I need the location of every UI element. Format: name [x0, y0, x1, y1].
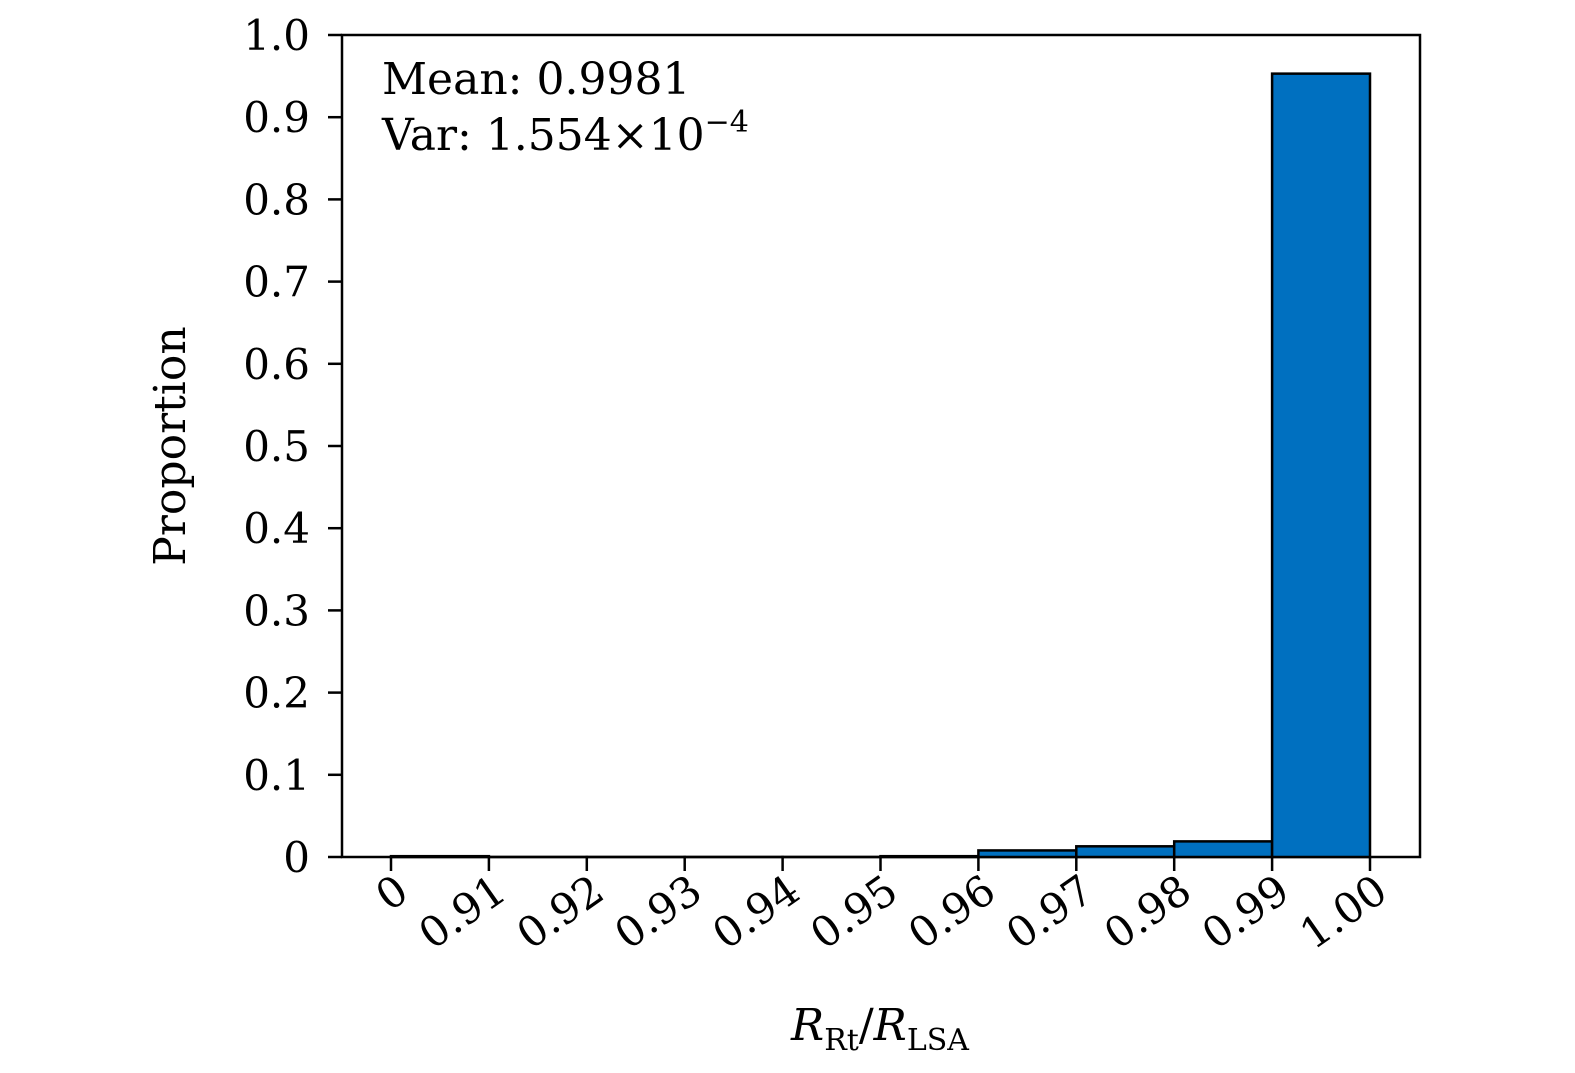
x-axis-title-sub1: Rt — [824, 1023, 859, 1058]
var-annotation-prefix: Var: 1.554×10 — [381, 110, 705, 161]
histogram-bar — [1075, 845, 1176, 859]
y-axis-ticks: 0 0.1 0.2 0.3 0.4 0.5 0.6 0.7 0.8 0.9 1.0 — [243, 11, 342, 882]
x-axis-title-sub2: LSA — [907, 1023, 969, 1058]
histogram-bar — [879, 854, 980, 859]
histogram-bar — [1172, 840, 1274, 859]
y-tick-label: 1.0 — [243, 11, 310, 60]
histogram-bar — [389, 854, 491, 859]
y-tick-label: 0.2 — [243, 669, 310, 718]
x-tick-label: 0.99 — [1193, 865, 1298, 959]
histogram-bar — [1270, 72, 1372, 859]
y-tick-label: 0.8 — [243, 175, 310, 224]
mean-annotation: Mean: 0.9981 — [382, 54, 690, 105]
y-tick-label: 0 — [283, 833, 310, 882]
x-axis-title: RRt/RLSA — [790, 1000, 969, 1058]
y-axis-title: Proportion — [145, 326, 196, 565]
x-tick-label: 0.91 — [410, 865, 515, 959]
x-axis-title-r2: R — [873, 1000, 907, 1051]
y-tick-label: 0.6 — [243, 340, 310, 389]
histogram-bar — [977, 849, 1078, 859]
bars-group — [389, 72, 1372, 859]
x-axis-title-slash: / — [859, 1000, 874, 1051]
var-annotation-exponent: −4 — [705, 105, 749, 140]
y-tick-label: 0.1 — [243, 751, 310, 800]
y-tick-label: 0.4 — [243, 504, 310, 553]
y-tick-label: 0.9 — [243, 93, 310, 142]
x-tick-label: 0.95 — [802, 865, 907, 959]
x-tick-label: 0.97 — [997, 865, 1102, 959]
x-tick-label: 0.93 — [606, 865, 711, 959]
var-annotation: Var: 1.554×10−4 — [381, 105, 749, 161]
x-axis-title-r1: R — [790, 1000, 824, 1051]
x-tick-label: 1.00 — [1291, 865, 1396, 959]
x-tick-label: 0.96 — [899, 865, 1004, 959]
y-tick-label: 0.3 — [243, 586, 310, 635]
x-axis-ticks: 00.910.920.930.940.950.960.970.980.991.0… — [367, 857, 1396, 959]
x-tick-label: 0.98 — [1095, 865, 1200, 959]
y-tick-label: 0.7 — [243, 258, 310, 307]
x-tick-label: 0.94 — [704, 865, 809, 959]
x-tick-label: 0 — [367, 865, 417, 920]
x-tick-label: 0.92 — [508, 865, 613, 959]
y-tick-label: 0.5 — [243, 422, 310, 471]
